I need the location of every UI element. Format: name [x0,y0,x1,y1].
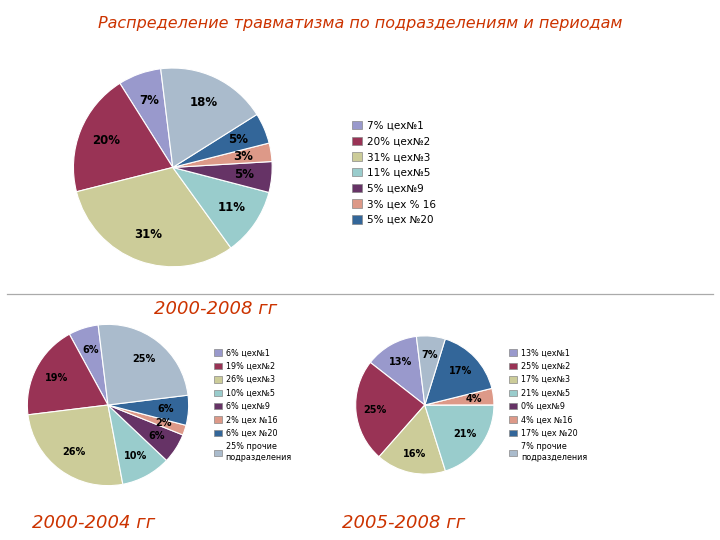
Wedge shape [425,339,492,405]
Text: 2000-2004 гг: 2000-2004 гг [32,514,156,532]
Wedge shape [173,143,272,167]
Wedge shape [379,405,446,474]
Wedge shape [76,167,231,267]
Text: Распределение травматизма по подразделениям и периодам: Распределение травматизма по подразделен… [98,16,622,31]
Text: 16%: 16% [402,449,426,458]
Legend: 13% цех№1, 25% цех№2, 17% цех№3, 21% цех№5, 0% цех№9, 4% цех №16, 17% цех №20, 7: 13% цех№1, 25% цех№2, 17% цех№3, 21% цех… [508,347,588,463]
Wedge shape [425,388,494,405]
Text: 20%: 20% [92,134,120,147]
Text: 3%: 3% [233,150,253,163]
Text: 7%: 7% [421,350,438,360]
Text: 2000-2008 гг: 2000-2008 гг [154,300,278,318]
Text: 10%: 10% [124,451,148,461]
Wedge shape [108,405,183,461]
Text: 21%: 21% [454,429,477,440]
Wedge shape [173,167,269,248]
Wedge shape [120,69,173,167]
Text: 11%: 11% [218,201,246,214]
Text: 19%: 19% [45,374,68,383]
Wedge shape [69,325,108,405]
Wedge shape [28,405,123,485]
Text: 5%: 5% [228,133,248,146]
Text: 7%: 7% [139,93,158,106]
Text: 6%: 6% [82,345,99,355]
Text: 18%: 18% [189,96,217,109]
Text: 2%: 2% [155,418,171,428]
Wedge shape [173,161,272,192]
Text: 25%: 25% [364,404,387,415]
Wedge shape [425,405,494,471]
Text: 5%: 5% [234,168,254,181]
Wedge shape [27,334,108,415]
Wedge shape [416,336,445,405]
Text: 31%: 31% [135,228,162,241]
Text: 4%: 4% [466,394,482,404]
Wedge shape [173,114,269,167]
Wedge shape [108,395,189,426]
Text: 6%: 6% [158,404,174,414]
Text: 6%: 6% [148,431,165,441]
Legend: 6% цех№1, 19% цех№2, 26% цех№3, 10% цех№5, 6% цех№9, 2% цех №16, 6% цех №20, 25%: 6% цех№1, 19% цех№2, 26% цех№3, 10% цех№… [213,347,293,463]
Legend: 7% цех№1, 20% цех№2, 31% цех№3, 11% цех№5, 5% цех№9, 3% цех % 16, 5% цех №20: 7% цех№1, 20% цех№2, 31% цех№3, 11% цех№… [351,119,438,226]
Wedge shape [108,405,186,435]
Text: 17%: 17% [449,366,472,376]
Wedge shape [73,83,173,192]
Wedge shape [108,405,166,484]
Wedge shape [161,68,257,167]
Text: 2005-2008 гг: 2005-2008 гг [341,514,465,532]
Wedge shape [356,362,425,457]
Wedge shape [98,325,188,405]
Text: 26%: 26% [62,447,86,457]
Text: 25%: 25% [132,354,156,364]
Text: 13%: 13% [389,357,412,367]
Wedge shape [370,336,425,405]
